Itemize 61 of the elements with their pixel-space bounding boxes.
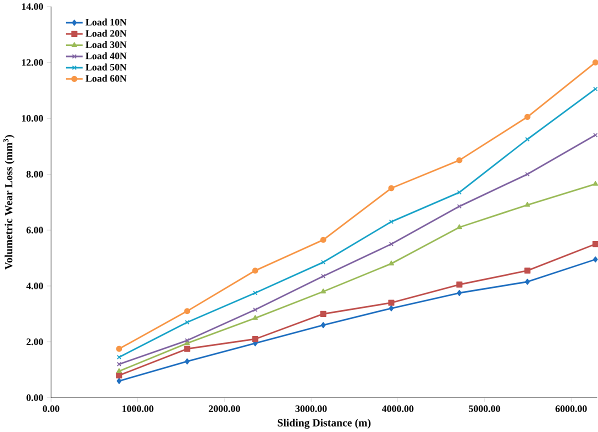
point — [457, 190, 462, 195]
point — [320, 260, 326, 265]
point — [388, 260, 394, 266]
point — [525, 172, 530, 177]
x-tick-label: 1000.00 — [122, 405, 154, 412]
point — [252, 315, 258, 320]
point — [116, 368, 122, 373]
legend-label: Load 40N — [86, 52, 127, 60]
y-tick-label: 12.00 — [22, 59, 44, 66]
x-tick-label: 0.00 — [42, 405, 60, 412]
point — [184, 308, 190, 314]
point — [456, 157, 462, 164]
y-tick-label: 8.00 — [26, 170, 44, 178]
point — [116, 346, 122, 352]
point — [184, 338, 190, 343]
x-tick-label: 2000.00 — [208, 405, 240, 412]
point — [320, 236, 326, 243]
x-tick-label: 5000.00 — [468, 405, 500, 412]
point — [388, 242, 394, 246]
point — [184, 320, 190, 325]
point — [456, 282, 462, 288]
legend-label: Load 30N — [86, 41, 127, 48]
point — [116, 372, 122, 378]
point — [320, 322, 326, 328]
point — [524, 114, 530, 120]
point — [524, 202, 530, 207]
point — [184, 358, 190, 364]
legend-label: Load 10N — [86, 18, 127, 26]
point — [252, 268, 258, 274]
point — [456, 224, 462, 230]
y-tick-label: 6.00 — [26, 226, 44, 234]
x-axis-title: Sliding Distance (m) — [278, 418, 371, 429]
y-axis-title: Volumetric Wear Loss (mm$^{3}$) — [3, 135, 15, 270]
y-tick-label: 2.00 — [26, 338, 44, 346]
point — [456, 290, 462, 296]
point — [252, 307, 258, 312]
point — [184, 346, 190, 352]
legend-label: Load 20N — [86, 30, 127, 37]
point — [388, 305, 394, 312]
y-tick-label: 0.00 — [26, 394, 44, 402]
legend-label: Load 50N — [86, 64, 127, 70]
point — [116, 378, 122, 384]
y-tick-label: 10.00 — [22, 115, 44, 122]
legend-label: Load 60N — [86, 74, 127, 82]
point — [524, 268, 530, 274]
x-tick-label: 3000.00 — [296, 405, 327, 412]
point — [388, 300, 394, 306]
point — [524, 278, 530, 285]
point — [388, 185, 394, 192]
x-tick-label: 6000.00 — [556, 405, 587, 412]
point — [252, 290, 258, 296]
point — [388, 219, 394, 224]
point — [320, 310, 326, 317]
y-tick-label: 14.00 — [22, 3, 44, 10]
y-tick-label: 4.00 — [26, 282, 44, 290]
point — [525, 137, 530, 142]
point — [252, 336, 258, 342]
x-tick-label: 4000.00 — [382, 405, 414, 412]
point — [320, 288, 326, 294]
point — [320, 274, 326, 279]
point — [457, 204, 462, 209]
